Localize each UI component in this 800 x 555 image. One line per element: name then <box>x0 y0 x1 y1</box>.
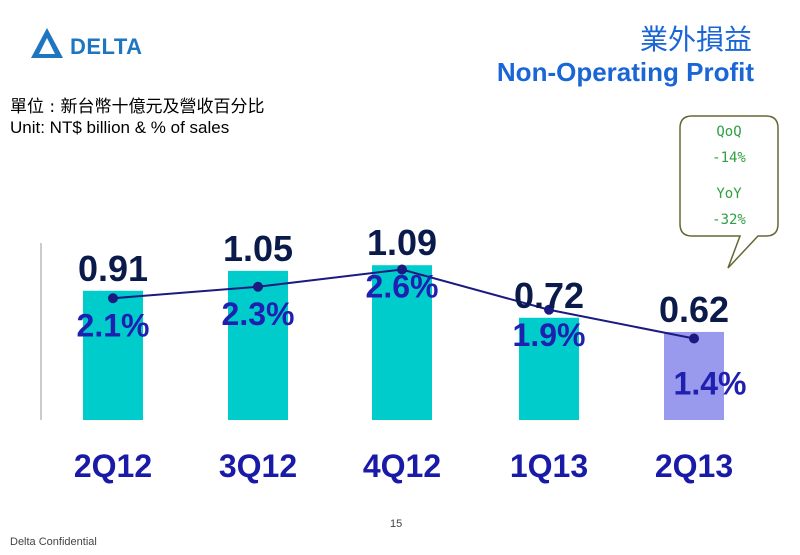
pct-label: 2.6% <box>366 269 439 305</box>
pct-label: 1.9% <box>513 317 586 353</box>
value-label: 0.72 <box>514 275 584 316</box>
pct-label: 2.3% <box>222 296 295 332</box>
pct-label: 2.1% <box>77 307 150 343</box>
pct-point <box>689 333 699 344</box>
category-label: 3Q12 <box>219 448 297 484</box>
value-label: 0.62 <box>659 289 729 330</box>
logo-text: DELTA <box>70 34 143 59</box>
confidential-note: Delta Confidential <box>10 536 97 548</box>
pct-point <box>253 281 263 292</box>
delta-logo <box>31 28 63 58</box>
category-label: 2Q12 <box>74 448 152 484</box>
page-title-en: Non-Operating Profit <box>496 57 754 87</box>
pct-point <box>108 293 118 304</box>
pct-point <box>397 264 407 275</box>
value-label: 1.05 <box>223 228 293 269</box>
yoy-label: YoY <box>716 186 742 202</box>
bar-1Q13 <box>519 317 579 420</box>
value-label: 1.09 <box>367 222 437 263</box>
pct-point <box>544 304 554 315</box>
qoq-value: -14% <box>712 150 746 166</box>
value-label: 0.91 <box>78 248 148 289</box>
unit-label-en: Unit: NT$ billion & % of sales <box>10 118 230 137</box>
qoq-label: QoQ <box>716 124 742 140</box>
page-number: 15 <box>390 518 403 530</box>
page-title-zh: 業外損益 <box>639 23 752 56</box>
category-label: 4Q12 <box>363 448 441 484</box>
pct-label: 1.4% <box>674 366 747 402</box>
category-label: 2Q13 <box>655 448 733 484</box>
bar-2Q13 <box>664 331 724 420</box>
category-label: 1Q13 <box>510 448 588 484</box>
yoy-value: -32% <box>712 212 746 228</box>
bar-2Q12 <box>83 290 143 420</box>
bar-3Q12 <box>228 270 288 420</box>
unit-label-zh: 單位 : 新台幣十億元及營收百分比 <box>10 97 265 117</box>
bar-4Q12 <box>372 265 432 420</box>
callout-bubble <box>679 115 779 269</box>
